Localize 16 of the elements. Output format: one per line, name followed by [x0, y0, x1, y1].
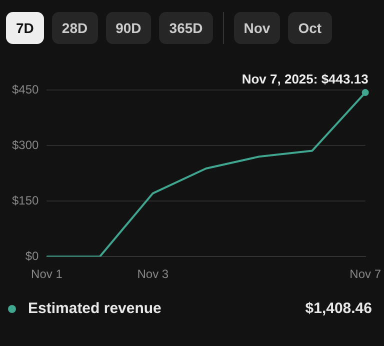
- text: 28D: [52, 12, 98, 44]
- y-tick-label: $300: [12, 138, 40, 152]
- annotation: Nov 7, 2025: $443.13: [242, 72, 368, 87]
- text: 365D: [159, 12, 213, 44]
- legend-label: Estimated revenue: [28, 300, 162, 317]
- text: $1,408.46: [305, 300, 372, 317]
- y-tick-label: $450: [12, 82, 40, 96]
- y-tick-label: $150: [12, 193, 40, 208]
- text: Oct: [288, 12, 332, 44]
- text: 90D: [106, 12, 152, 44]
- y-tick-label: $0: [25, 248, 40, 263]
- x-tick-label: Nov 3: [137, 267, 169, 282]
- text: Nov: [234, 12, 280, 44]
- text: 7D: [6, 12, 44, 44]
- x-tick-label: Nov 1: [31, 267, 63, 282]
- x-tick-label: Nov 7: [350, 267, 382, 282]
